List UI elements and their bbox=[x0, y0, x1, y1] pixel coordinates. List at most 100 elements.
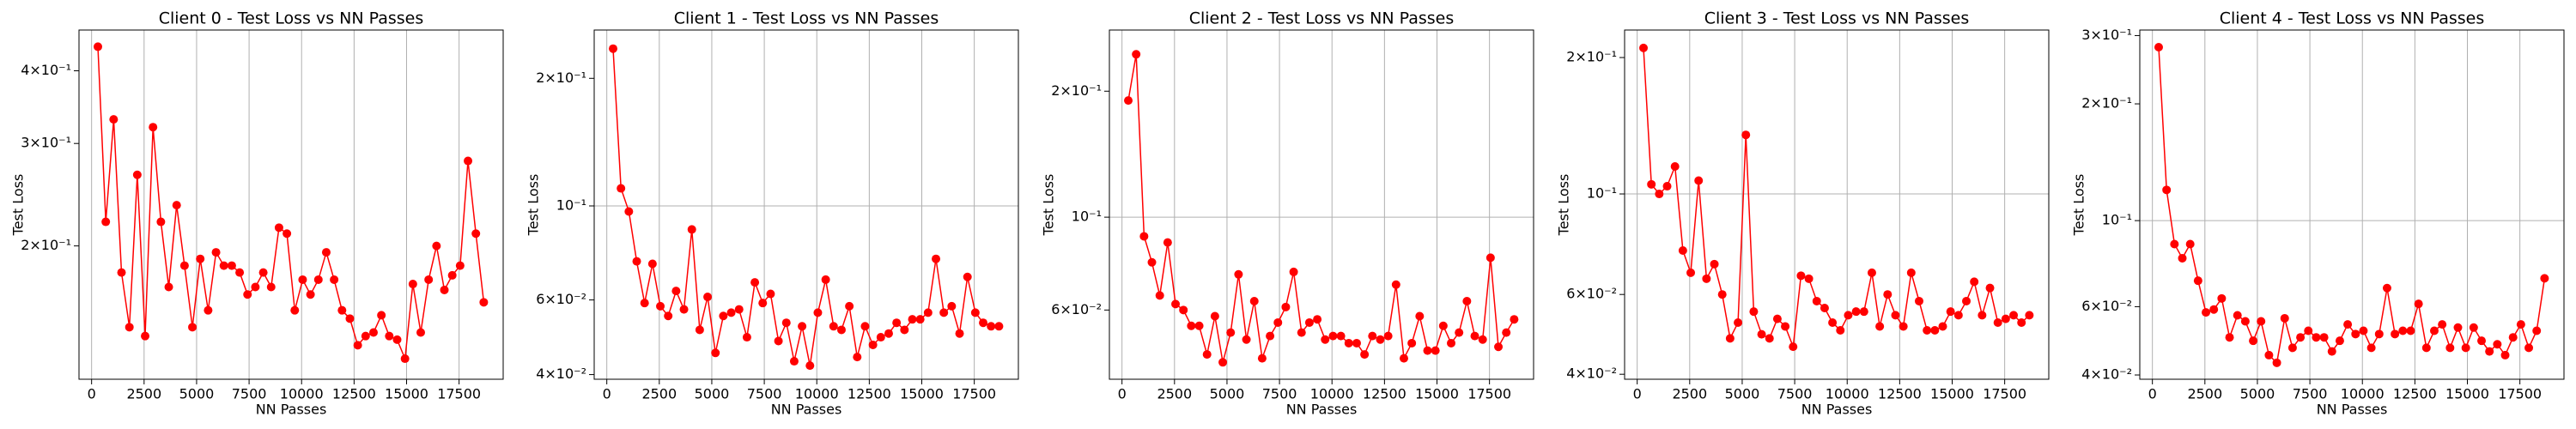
data-point bbox=[2351, 329, 2360, 339]
data-point bbox=[2406, 326, 2415, 335]
data-point bbox=[908, 315, 917, 324]
x-tick-label: 2500 bbox=[1157, 386, 1192, 402]
data-point bbox=[2540, 274, 2549, 283]
data-point bbox=[1883, 290, 1893, 299]
data-point bbox=[1415, 311, 1425, 321]
x-tick-label: 5000 bbox=[695, 386, 730, 402]
data-point bbox=[2264, 350, 2274, 360]
data-point bbox=[321, 248, 331, 257]
data-point bbox=[2524, 343, 2534, 353]
data-point bbox=[2508, 333, 2518, 342]
data-point bbox=[2209, 305, 2219, 314]
axes-frame bbox=[593, 29, 1019, 380]
data-point bbox=[1266, 331, 1275, 341]
data-point bbox=[1155, 291, 1164, 300]
data-point bbox=[845, 301, 854, 311]
x-tick-label: 15000 bbox=[900, 386, 944, 402]
data-point bbox=[1391, 280, 1400, 289]
data-point bbox=[196, 254, 205, 263]
data-point bbox=[915, 315, 925, 324]
data-point bbox=[141, 331, 150, 341]
data-point bbox=[829, 322, 838, 331]
subplot-title: Client 1 - Test Loss vs NN Passes bbox=[674, 9, 939, 28]
data-point bbox=[179, 261, 189, 270]
data-point bbox=[109, 115, 118, 124]
subplot-title: Client 2 - Test Loss vs NN Passes bbox=[1189, 9, 1455, 28]
data-point bbox=[1647, 179, 1656, 189]
data-point bbox=[188, 323, 197, 332]
x-tick-label: 2500 bbox=[126, 386, 161, 402]
data-point bbox=[2445, 343, 2455, 353]
y-tick-label: 2×10⁻¹ bbox=[1051, 82, 1102, 99]
data-point bbox=[726, 308, 736, 317]
data-point bbox=[1836, 326, 1845, 335]
data-point bbox=[609, 44, 618, 53]
data-point bbox=[1670, 161, 1680, 171]
data-point bbox=[1124, 96, 1133, 106]
data-point bbox=[2217, 293, 2227, 303]
data-point bbox=[313, 275, 323, 284]
data-point bbox=[2162, 185, 2172, 195]
subplot-title: Client 0 - Test Loss vs NN Passes bbox=[159, 9, 424, 28]
data-point bbox=[1383, 331, 1393, 341]
data-point bbox=[2272, 358, 2281, 367]
data-point bbox=[1938, 322, 1947, 331]
data-point bbox=[734, 305, 744, 314]
data-point bbox=[1485, 253, 1495, 263]
data-point bbox=[987, 322, 996, 331]
data-point bbox=[1891, 311, 1900, 320]
data-point bbox=[1678, 246, 1687, 256]
data-point bbox=[306, 290, 315, 299]
axes-frame bbox=[2139, 29, 2565, 380]
data-point bbox=[1194, 321, 1204, 330]
y-tick-label: 6×10⁻² bbox=[1051, 301, 1102, 317]
data-point bbox=[1702, 274, 1711, 283]
data-point bbox=[1455, 328, 1464, 337]
y-tick-label: 4×10⁻² bbox=[2081, 366, 2132, 383]
data-point bbox=[1655, 190, 1664, 199]
data-point bbox=[219, 261, 228, 270]
y-tick-label: 2×10⁻¹ bbox=[536, 69, 586, 86]
data-point bbox=[274, 223, 283, 233]
axes-frame bbox=[1624, 29, 2050, 380]
data-point bbox=[2240, 317, 2250, 326]
data-point bbox=[164, 282, 173, 292]
x-tick-label: 15000 bbox=[1415, 386, 1459, 402]
data-point bbox=[258, 268, 268, 277]
data-point bbox=[1757, 329, 1766, 339]
x-tick-label: 7500 bbox=[232, 386, 267, 402]
data-point bbox=[1462, 296, 1472, 305]
data-point bbox=[617, 184, 626, 193]
data-point bbox=[1851, 307, 1861, 317]
data-point bbox=[1875, 322, 1885, 331]
data-point bbox=[1321, 335, 1330, 344]
data-point bbox=[939, 308, 949, 317]
data-point bbox=[2249, 336, 2258, 346]
data-point bbox=[1781, 322, 1790, 331]
data-point bbox=[994, 322, 1004, 331]
data-point bbox=[2280, 313, 2289, 323]
data-point bbox=[2453, 323, 2463, 332]
data-point bbox=[1859, 307, 1868, 317]
data-point bbox=[1281, 302, 1291, 311]
data-point bbox=[1139, 232, 1149, 241]
data-point bbox=[774, 336, 783, 346]
data-point bbox=[1639, 43, 1649, 52]
data-point bbox=[1510, 315, 1519, 324]
data-point bbox=[353, 341, 362, 350]
data-point bbox=[1502, 328, 1511, 337]
data-point bbox=[1978, 311, 1987, 320]
data-point bbox=[117, 268, 126, 277]
x-tick-label: 2500 bbox=[2187, 386, 2222, 402]
data-point bbox=[1478, 335, 1487, 344]
data-point bbox=[821, 275, 830, 284]
x-tick-label: 15000 bbox=[1930, 386, 1974, 402]
data-point bbox=[2532, 326, 2542, 335]
subplot: Client 4 - Test Loss vs NN Passes NN Pass… bbox=[2071, 9, 2565, 418]
data-point bbox=[2025, 311, 2034, 320]
data-point bbox=[853, 353, 862, 362]
data-point bbox=[455, 261, 465, 270]
data-point bbox=[172, 201, 181, 210]
data-point bbox=[290, 305, 300, 315]
data-point bbox=[1923, 326, 1932, 335]
